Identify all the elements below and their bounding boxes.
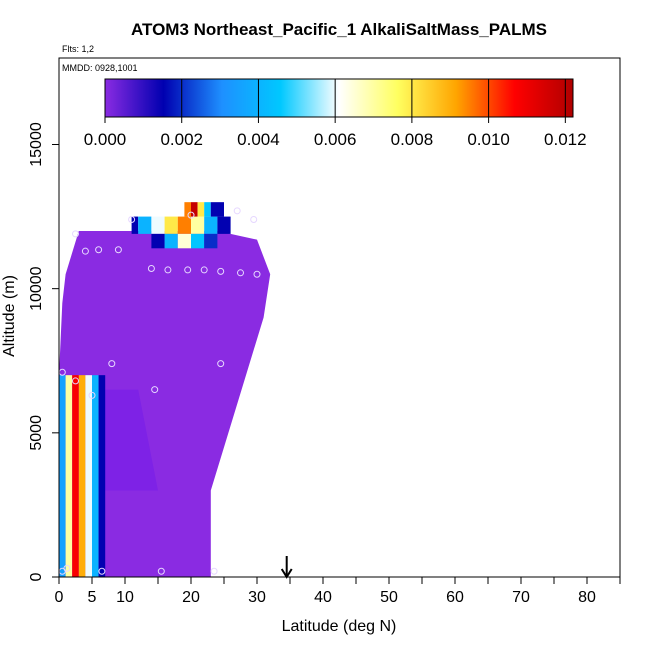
flight-point <box>184 266 192 274</box>
flight-point <box>95 246 103 254</box>
colorbar-tick-label: 0.002 <box>160 130 203 149</box>
heatmap-cell <box>151 233 165 249</box>
flight-point <box>217 360 225 368</box>
flight-point <box>217 267 225 275</box>
flight-point <box>253 270 261 278</box>
flight-point <box>233 207 241 215</box>
axes: 0 5 10 20 30 40 50 60 70 80 0 5000 10000 15000 <box>28 57 621 606</box>
heatmap-cell <box>65 375 73 577</box>
x-tick-label: 70 <box>512 589 530 606</box>
heatmap-cell <box>210 202 224 217</box>
flight-point <box>72 377 79 385</box>
x-tick-label: 5 <box>88 589 97 606</box>
x-tick-label: 0 <box>55 589 64 606</box>
heatmap-cell <box>191 202 198 217</box>
heatmap-cell <box>204 202 211 217</box>
flight-point <box>157 567 165 575</box>
flight-point <box>164 266 172 274</box>
colorbar-tick-label: 0.010 <box>467 130 510 149</box>
flight-point <box>98 567 106 575</box>
y-axis-label: Altitude (m) <box>1 275 18 357</box>
flight-point <box>151 386 159 394</box>
heatmap-cell <box>138 216 152 234</box>
x-tick-label: 20 <box>182 589 200 606</box>
flight-point <box>210 567 218 575</box>
colorbar-tick-label: 0.004 <box>237 130 280 149</box>
flight-point <box>63 564 71 572</box>
heatmap-cell <box>98 375 106 577</box>
flight-point <box>200 266 208 274</box>
heatmap-cell <box>78 375 86 577</box>
chart-title: ATOM3 Northeast_Pacific_1 AlkaliSaltMass… <box>131 20 547 39</box>
heatmap-cell <box>92 375 99 577</box>
y-tick-label: 15000 <box>28 122 45 167</box>
flight-point <box>72 230 79 238</box>
colorbar-bar <box>104 78 574 118</box>
plot-area <box>58 202 293 579</box>
x-axis-label: Latitude (deg N) <box>282 618 397 635</box>
y-tick-label: 10000 <box>28 266 45 311</box>
flight-point <box>128 215 136 223</box>
heatmap-cell <box>164 233 178 249</box>
y-tick-label: 5000 <box>28 415 45 451</box>
heatmap-cell <box>164 216 178 234</box>
heatmap-cell <box>184 202 191 217</box>
heatmap-cell <box>197 202 205 217</box>
heatmap-cell <box>151 216 165 234</box>
heatmap-cell <box>177 233 191 249</box>
x-tick-label: 50 <box>380 589 398 606</box>
colorbar-tick-label: 0.008 <box>391 130 434 149</box>
flight-point <box>81 247 89 255</box>
flight-point <box>250 215 258 223</box>
x-tick-label: 80 <box>578 589 596 606</box>
flight-point <box>88 391 96 399</box>
shaded-band <box>92 389 158 491</box>
flight-point <box>108 360 116 368</box>
heatmap-cell <box>72 375 79 577</box>
dates-label: MMDD: 0928,1001 <box>62 63 138 73</box>
flight-point <box>147 264 155 272</box>
flight-point <box>114 246 122 254</box>
heatmap-cell <box>204 233 218 249</box>
colorbar: 0.000 0.002 0.004 0.006 0.008 0.010 0.012 <box>84 78 587 149</box>
colorbar-tick-label: 0.012 <box>544 130 587 149</box>
x-tick-label: 40 <box>314 589 332 606</box>
colorbar-tick-label: 0.006 <box>314 130 357 149</box>
x-tick-label: 60 <box>446 589 464 606</box>
x-tick-label: 10 <box>116 589 134 606</box>
heatmap-cell <box>191 216 205 234</box>
heatmap-cell <box>191 233 205 249</box>
colorbar-tick-label: 0.000 <box>84 130 127 149</box>
flights-label: Flts: 1,2 <box>62 44 94 54</box>
plot-frame <box>58 57 621 578</box>
heatmap-cell <box>131 216 139 234</box>
heatmap-cell <box>217 216 231 234</box>
x-tick-label: 30 <box>248 589 266 606</box>
flight-point <box>237 269 244 277</box>
heatmap-cell <box>177 216 191 234</box>
flight-point <box>187 211 195 219</box>
y-tick-label: 0 <box>28 572 45 581</box>
heatmap-cell <box>204 216 218 234</box>
heatmap-cell <box>59 375 66 577</box>
heatmap-cell <box>85 375 92 577</box>
